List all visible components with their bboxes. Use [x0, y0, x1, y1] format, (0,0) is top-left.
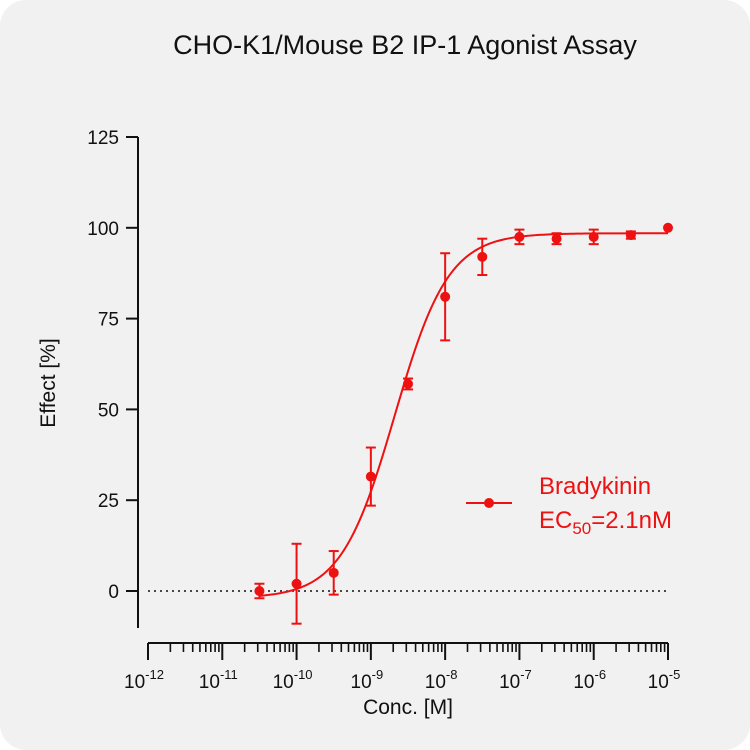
data-point	[328, 567, 339, 578]
y-tick-label: 0	[108, 582, 119, 603]
data-point	[663, 222, 673, 233]
y-tick-label: 75	[98, 310, 119, 331]
x-tick-label: 10-7	[499, 667, 532, 693]
fit-curve	[259, 232, 668, 597]
y-tick-label: 25	[98, 491, 119, 512]
data-point	[588, 231, 599, 242]
data-point	[440, 291, 451, 302]
x-axis-title: Conc. [M]	[363, 696, 453, 719]
legend-series-name: Bradykinin	[539, 473, 651, 500]
y-tick-label: 50	[98, 400, 119, 421]
x-tick-label: 10-8	[425, 667, 458, 693]
x-tick-label: 10-6	[573, 667, 606, 693]
data-point	[551, 233, 562, 244]
data-point	[291, 578, 302, 589]
x-tick-label: 10-11	[199, 667, 238, 693]
legend-ec50: EC50=2.1nM	[539, 507, 672, 538]
y-tick-label: 125	[87, 128, 119, 149]
data-point	[254, 586, 265, 596]
legend-marker	[484, 498, 494, 508]
x-tick-label: 10-10	[273, 667, 313, 693]
data-point	[403, 378, 413, 389]
data-point	[514, 231, 525, 242]
data-point	[365, 471, 376, 482]
x-tick-label: 10-12	[124, 667, 164, 693]
x-tick-label: 10-9	[351, 667, 384, 693]
data-point	[477, 251, 488, 262]
chart-title: CHO-K1/Mouse B2 IP-1 Agonist Assay	[173, 30, 637, 60]
data-point	[625, 230, 636, 241]
y-tick-label: 100	[87, 219, 119, 240]
y-axis-title: Effect [%]	[37, 338, 60, 428]
x-tick-label: 10-5	[648, 667, 681, 693]
